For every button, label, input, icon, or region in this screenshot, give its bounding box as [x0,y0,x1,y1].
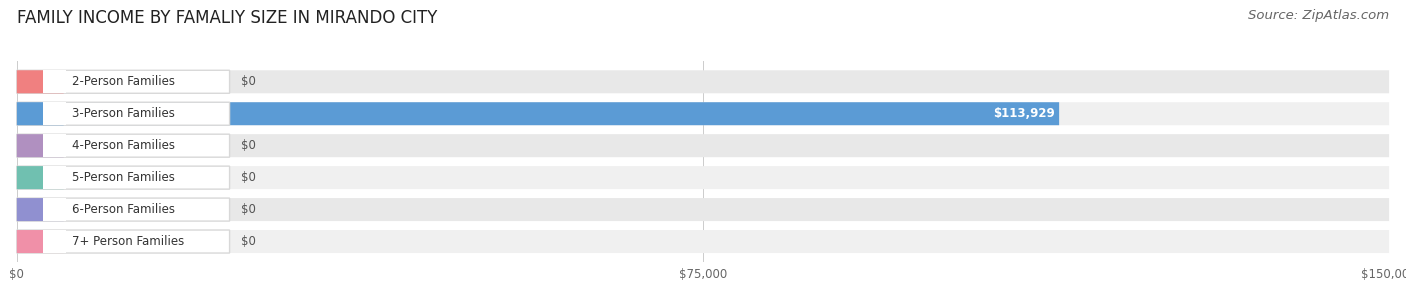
Text: $0: $0 [240,139,256,152]
FancyBboxPatch shape [17,198,229,221]
Text: $113,929: $113,929 [993,107,1054,120]
FancyBboxPatch shape [42,102,66,125]
Text: $0: $0 [240,203,256,216]
FancyBboxPatch shape [17,198,1389,221]
Text: 2-Person Families: 2-Person Families [72,75,176,88]
FancyBboxPatch shape [42,230,66,253]
FancyBboxPatch shape [42,166,66,189]
FancyBboxPatch shape [17,166,63,189]
FancyBboxPatch shape [42,198,66,221]
FancyBboxPatch shape [17,102,1389,125]
Text: $0: $0 [240,171,256,184]
FancyBboxPatch shape [17,230,63,253]
Text: 5-Person Families: 5-Person Families [72,171,176,184]
FancyBboxPatch shape [17,70,229,93]
FancyBboxPatch shape [42,134,66,157]
FancyBboxPatch shape [42,70,66,93]
FancyBboxPatch shape [17,166,1389,189]
Text: Source: ZipAtlas.com: Source: ZipAtlas.com [1249,9,1389,22]
Text: $0: $0 [240,75,256,88]
Text: 4-Person Families: 4-Person Families [72,139,176,152]
Text: 6-Person Families: 6-Person Families [72,203,176,216]
FancyBboxPatch shape [17,102,1059,125]
FancyBboxPatch shape [17,134,229,157]
Text: FAMILY INCOME BY FAMALIY SIZE IN MIRANDO CITY: FAMILY INCOME BY FAMALIY SIZE IN MIRANDO… [17,9,437,27]
FancyBboxPatch shape [17,102,229,125]
Text: $0: $0 [240,235,256,248]
FancyBboxPatch shape [17,134,63,157]
FancyBboxPatch shape [17,230,1389,253]
FancyBboxPatch shape [17,134,1389,157]
FancyBboxPatch shape [17,198,63,221]
FancyBboxPatch shape [17,102,63,125]
Text: 3-Person Families: 3-Person Families [72,107,176,120]
FancyBboxPatch shape [17,70,63,93]
FancyBboxPatch shape [17,70,1389,93]
FancyBboxPatch shape [17,230,229,253]
FancyBboxPatch shape [17,166,229,189]
Text: 7+ Person Families: 7+ Person Families [72,235,184,248]
